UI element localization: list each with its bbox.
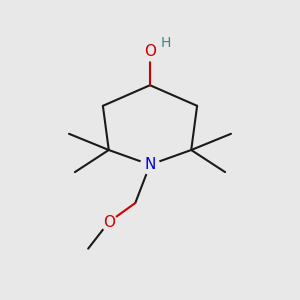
Text: O: O — [103, 214, 115, 230]
Circle shape — [100, 214, 117, 230]
Text: H: H — [161, 35, 171, 50]
Circle shape — [141, 155, 159, 174]
Text: O: O — [144, 44, 156, 59]
Circle shape — [141, 42, 159, 61]
Text: N: N — [144, 157, 156, 172]
